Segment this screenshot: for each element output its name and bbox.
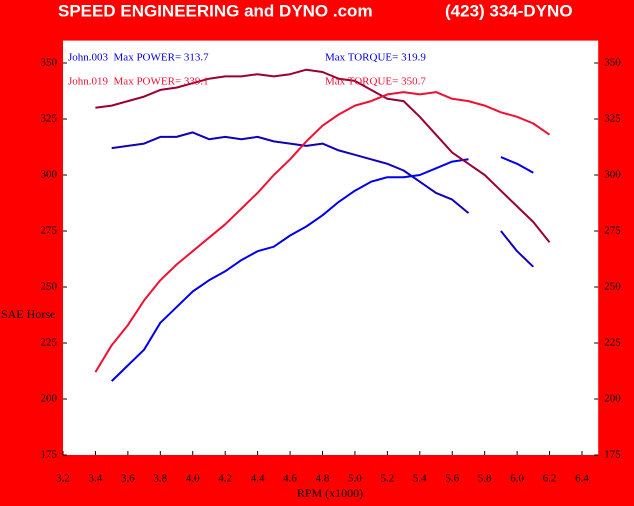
x-tick-label: 3.6 [121, 473, 135, 485]
y-tick-label: 300 [41, 169, 58, 181]
x-tick-label: 5.2 [380, 473, 394, 485]
x-tick-label: 4.6 [283, 473, 297, 485]
y-tick-label: 275 [41, 225, 58, 237]
series-line [111, 156, 534, 382]
series-line [94, 91, 551, 373]
y2-tick-label: 200 [604, 393, 621, 405]
legend-text: Max TORQUE= 319.9 [325, 52, 426, 64]
legend-text: John.019 Max POWER= 339.1 [68, 76, 209, 88]
x-tick-label: 6.4 [575, 473, 589, 485]
chart-title: SPEED ENGINEERING and DYNO .com [58, 1, 373, 20]
x-tick-label: 6.0 [510, 473, 524, 485]
y-tick-label: 350 [41, 57, 58, 69]
chart-subtitle: (423) 334-DYNO [445, 1, 573, 20]
y2-tick-label: 350 [604, 57, 621, 69]
x-tick-label: 3.2 [56, 473, 70, 485]
x-tick-label: 4.0 [186, 473, 200, 485]
x-tick-label: 4.2 [218, 473, 232, 485]
legend-text: Max TORQUE= 350.7 [325, 76, 426, 88]
series-line [111, 131, 534, 268]
plot-area [63, 40, 599, 455]
series-line [95, 68, 551, 243]
x-tick-label: 4.8 [316, 473, 330, 485]
y2-tick-label: 225 [604, 337, 621, 349]
legend-text: John.003 Max POWER= 313.7 [68, 52, 209, 64]
y2-tick-label: 175 [604, 449, 621, 461]
x-tick-label: 3.4 [89, 473, 103, 485]
y-tick-label: 200 [41, 393, 58, 405]
y2-tick-label: 275 [604, 225, 621, 237]
x-axis-label: RPM (x1000) [297, 486, 363, 500]
x-tick-label: 5.6 [445, 473, 459, 485]
x-tick-label: 6.2 [543, 473, 557, 485]
x-tick-label: 4.4 [251, 473, 265, 485]
x-tick-label: 3.8 [153, 473, 167, 485]
y-tick-label: 325 [41, 113, 58, 125]
y2-tick-label: 300 [604, 169, 621, 181]
x-tick-label: 5.0 [348, 473, 362, 485]
y-axis-label: SAE Horse [1, 307, 55, 321]
x-tick-label: 5.8 [478, 473, 492, 485]
x-tick-label: 5.4 [413, 473, 427, 485]
y2-tick-label: 325 [604, 113, 621, 125]
y2-tick-label: 250 [604, 281, 621, 293]
y-tick-label: 175 [41, 449, 58, 461]
y-tick-label: 250 [41, 281, 58, 293]
y-tick-label: 225 [41, 337, 58, 349]
